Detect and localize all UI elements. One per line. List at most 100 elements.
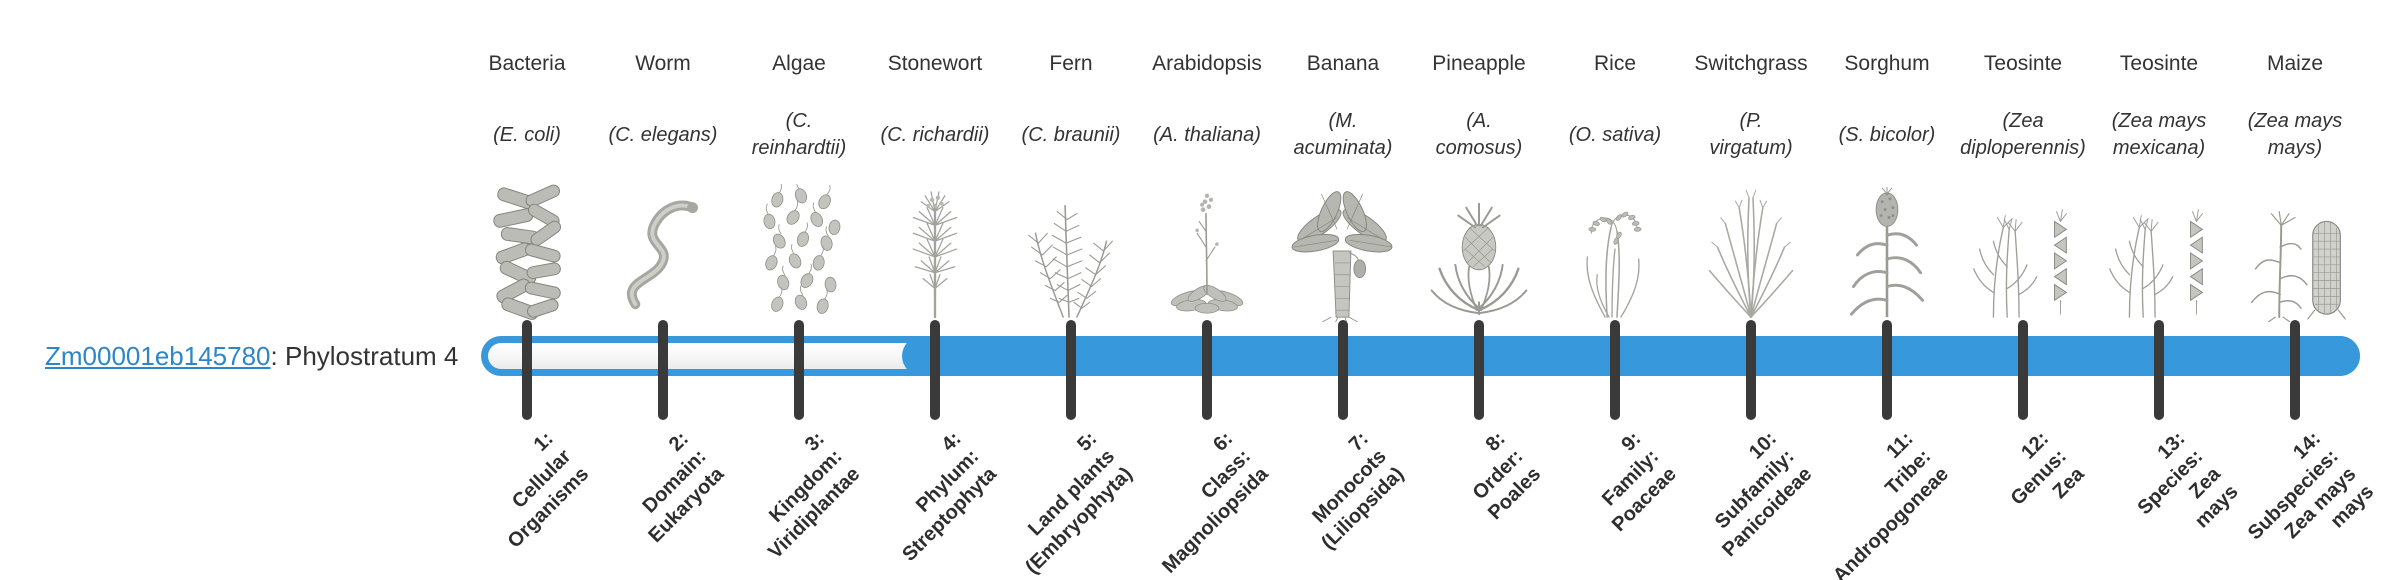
organism-name: Teosinte	[1983, 52, 2063, 75]
organism-sci-line: (Zea	[2002, 110, 2044, 132]
organism-column: Pineapple (A. comosus)	[1411, 40, 1547, 322]
pineapple-icon	[1411, 178, 1547, 322]
phylostratum-tick	[1474, 320, 1484, 420]
organism-sci-line: (Zea mays	[2247, 110, 2343, 132]
organism-sci-line: (C. braunii)	[1021, 123, 1121, 146]
phylostratum-tick	[1202, 320, 1212, 420]
phylostratum-tick	[930, 320, 940, 420]
organism-scientific-name: (S. bicolor)	[1819, 92, 1955, 178]
phylostratum-tick	[2290, 320, 2300, 420]
organism-sci-line: mays)	[2267, 137, 2323, 159]
maize-icon	[2227, 178, 2363, 322]
organism-scientific-name: (P. virgatum)	[1683, 92, 1819, 178]
phylostratum-tick	[794, 320, 804, 420]
phylostratum-tick	[1338, 320, 1348, 420]
organism-scientific-name: (A. thaliana)	[1139, 92, 1275, 178]
phylostrata-bar-filled-segment	[902, 336, 2360, 376]
organism-scientific-name: (Zea diploperennis)	[1955, 92, 2091, 178]
organism-sci-line: comosus)	[1435, 137, 1523, 159]
worm-icon	[595, 178, 731, 322]
switchgrass-icon	[1683, 178, 1819, 322]
fern-icon	[1003, 178, 1139, 322]
organism-sci-line: (A.	[1466, 110, 1492, 132]
teosinte-icon	[2091, 178, 2227, 322]
organism-name: Banana	[1306, 52, 1380, 75]
phylostratum-rank-label: 6: Class: Magnoliopsida	[1122, 427, 1274, 579]
organism-name: Worm	[635, 52, 691, 75]
algae-icon	[731, 178, 867, 322]
organism-scientific-name: (A. comosus)	[1411, 92, 1547, 178]
organism-sci-line: (M.	[1328, 110, 1358, 132]
organism-scientific-name: (C. elegans)	[595, 92, 731, 178]
organism-scientific-name: (E. coli)	[459, 92, 595, 178]
organism-scientific-name: (O. sativa)	[1547, 92, 1683, 178]
organism-sci-line: mexicana)	[2112, 137, 2206, 159]
organism-column: Teosinte (Zea mays mexicana)	[2091, 40, 2227, 322]
organism-scientific-name: (C. braunii)	[1003, 92, 1139, 178]
organism-column: Stonewort (C. richardii)	[867, 40, 1003, 322]
organism-name: Sorghum	[1844, 52, 1930, 75]
organism-sci-line: (O. sativa)	[1568, 123, 1662, 146]
organism-sci-line: (E. coli)	[493, 123, 561, 146]
organism-column: Fern (C. braunii)	[1003, 40, 1139, 322]
phylostratum-rank-label: 7: Monocots (Liliopsida)	[1282, 427, 1410, 555]
gene-label: Zm00001eb145780: Phylostratum 4	[45, 341, 458, 371]
organism-column: Rice (O. sativa)	[1547, 40, 1683, 322]
organism-name: Maize	[2266, 52, 2324, 75]
phylostratum-rank-label: 4: Phylum: Streptophyta	[862, 427, 1002, 567]
phylostratum-rank-label: 11: Tribe: Andropogoneae	[1793, 427, 1954, 580]
organism-name: Rice	[1593, 52, 1636, 75]
phylostratum-tick	[1746, 320, 1756, 420]
phylostratum-tick	[1066, 320, 1076, 420]
banana-icon	[1275, 178, 1411, 322]
organism-column: Switchgrass (P. virgatum)	[1683, 40, 1819, 322]
organism-name: Arabidopsis	[1152, 52, 1262, 75]
organism-name: Algae	[772, 52, 826, 75]
organism-column: Bacteria (E. coli)	[459, 40, 595, 322]
organism-column: Arabidopsis (A. thaliana)	[1139, 40, 1275, 322]
organism-name: Teosinte	[2119, 52, 2199, 75]
phylostratum-rank-label: 14: Subspecies: Zea mays mays	[2226, 427, 2380, 580]
organism-name: Pineapple	[1432, 52, 1526, 75]
organism-column: Algae (C. reinhardtii)	[731, 40, 867, 322]
organism-sci-line: (A. thaliana)	[1153, 123, 1261, 146]
organism-sci-line: (C. richardii)	[880, 123, 990, 146]
phylostrata-bar-empty-track	[488, 343, 918, 369]
organism-sci-line: (C.	[785, 110, 813, 132]
organism-scientific-name: (Zea mays mays)	[2227, 92, 2363, 178]
rice-icon	[1547, 178, 1683, 322]
phylostratum-rank-label: 2: Domain: Eukaryota	[609, 427, 730, 548]
organism-scientific-name: (M. acuminata)	[1275, 92, 1411, 178]
phylostratum-rank-label: 12: Genus: Zea	[1988, 427, 2090, 529]
stonewort-icon	[867, 178, 1003, 322]
organism-sci-line: reinhardtii)	[751, 137, 847, 159]
organism-name: Bacteria	[488, 52, 566, 75]
arabidopsis-icon	[1139, 178, 1275, 322]
phylostratum-text: : Phylostratum 4	[270, 341, 459, 371]
phylostratum-rank-label: 1: Cellular Organisms	[467, 427, 594, 554]
teosinte-icon	[1955, 178, 2091, 322]
phylostratum-rank-label: 5: Land plants (Embryophyta)	[985, 427, 1138, 580]
sorghum-icon	[1819, 178, 1955, 322]
organism-sci-line: (Zea mays	[2111, 110, 2207, 132]
organism-sci-line: virgatum)	[1709, 137, 1793, 159]
phylostratum-rank-label: 13: Species: Zea mays	[2115, 427, 2244, 556]
organism-name: Fern	[1049, 52, 1093, 75]
phylostratum-rank-label: 3: Kingdom: Viridiplantae	[728, 427, 866, 565]
organism-sci-line: diploperennis)	[1960, 137, 2086, 159]
phylostratum-rank-label: 8: Order: Poales	[1447, 427, 1546, 526]
phylostratum-tick	[1610, 320, 1620, 420]
gene-id-link[interactable]: Zm00001eb145780	[45, 341, 271, 371]
organism-column: Maize (Zea mays mays)	[2227, 40, 2363, 322]
organism-sci-line: (S. bicolor)	[1838, 123, 1936, 146]
organism-column: Banana (M. acuminata)	[1275, 40, 1411, 322]
organism-sci-line: (P.	[1739, 110, 1763, 132]
organism-sci-line: (C. elegans)	[608, 123, 718, 146]
phylostratum-rank-label: 10: Subfamily: Panicoideae	[1682, 427, 1818, 563]
organism-column: Worm (C. elegans)	[595, 40, 731, 322]
bacteria-icon	[459, 178, 595, 322]
phylostratum-tick	[2154, 320, 2164, 420]
organism-scientific-name: (C. richardii)	[867, 92, 1003, 178]
phylostratum-rank-label: 9: Family: Poaceae	[1572, 427, 1682, 537]
